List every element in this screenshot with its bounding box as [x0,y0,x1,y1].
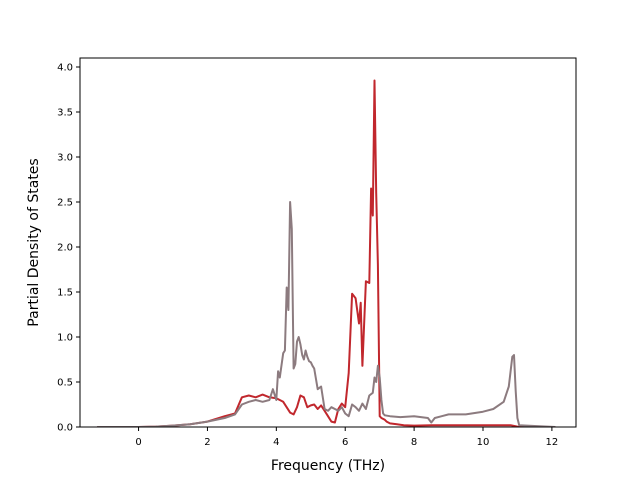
y-tick-label: 1.0 [57,333,73,344]
series-lines [97,79,556,427]
x-tick-label: 12 [546,437,559,448]
plot-frame [79,57,577,428]
y-tick-label: 0.5 [57,378,73,389]
y-tick-label: 1.5 [57,288,73,299]
y-axis-ticks: 0.0 0.5 1.0 1.5 2.0 2.5 3.0 3.5 4.0 [57,63,80,434]
y-tick-label: 3.0 [57,153,73,164]
x-tick-label: 0 [135,437,141,448]
y-tick-label: 3.5 [57,108,73,119]
x-tick-label: 4 [273,437,279,448]
x-axis-ticks: 0 2 4 6 8 10 12 [135,427,558,448]
x-axis-label: Frequency (THz) [271,458,385,474]
series-line-2 [97,201,556,427]
x-tick-label: 2 [204,437,210,448]
x-tick-label: 8 [411,437,417,448]
y-tick-label: 2.0 [57,243,73,254]
series-line-1 [97,79,556,427]
x-tick-label: 10 [477,437,490,448]
x-tick-label: 6 [342,437,348,448]
y-tick-label: 0.0 [57,423,73,434]
y-axis-label: Partial Density of States [26,158,42,326]
y-tick-label: 2.5 [57,198,73,209]
y-tick-label: 4.0 [57,63,73,74]
